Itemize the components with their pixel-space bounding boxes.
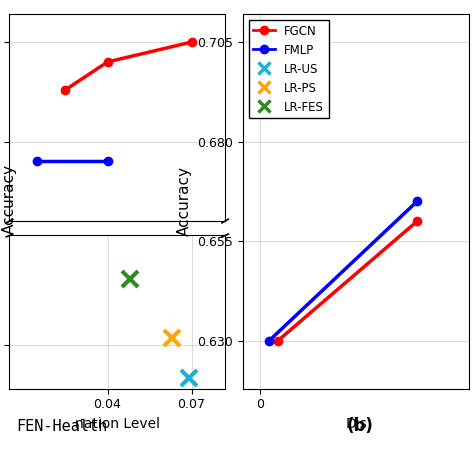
X-axis label: nation Level: nation Level (75, 417, 160, 431)
X-axis label: Dis: Dis (345, 417, 367, 431)
Y-axis label: Accuracy: Accuracy (176, 166, 191, 237)
Text: FEN-Health: FEN-Health (16, 419, 107, 434)
Text: (b): (b) (347, 417, 374, 435)
Legend: FGCN, FMLP, LR-US, LR-PS, LR-FES: FGCN, FMLP, LR-US, LR-PS, LR-FES (249, 20, 329, 118)
Text: Accuracy: Accuracy (2, 164, 18, 234)
